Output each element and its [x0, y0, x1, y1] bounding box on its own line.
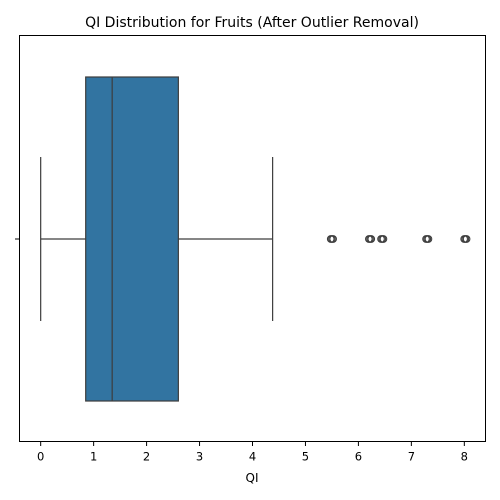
plot-area	[40, 76, 471, 402]
x-tick-label: 2	[143, 450, 150, 464]
outlier-point	[377, 235, 388, 243]
x-tick-label: 4	[249, 450, 256, 464]
x-tick-label: 7	[408, 450, 415, 464]
outlier-point	[422, 235, 433, 243]
x-tick-label: 6	[355, 450, 362, 464]
x-tick-label: 5	[302, 450, 309, 464]
iqr-box	[85, 76, 179, 402]
outlier-point	[365, 235, 376, 243]
x-tick-label: 3	[196, 450, 203, 464]
x-tick-label: 0	[37, 450, 44, 464]
x-tick-label: 8	[461, 450, 468, 464]
outlier-point	[460, 235, 471, 243]
x-tick-label: 1	[90, 450, 97, 464]
x-axis: 0 1 2 3 4 5 6 7 8	[37, 441, 468, 464]
chart-title: QI Distribution for Fruits (After Outlie…	[85, 15, 419, 31]
outlier-point	[326, 235, 337, 243]
x-axis-label: QI	[246, 471, 259, 485]
